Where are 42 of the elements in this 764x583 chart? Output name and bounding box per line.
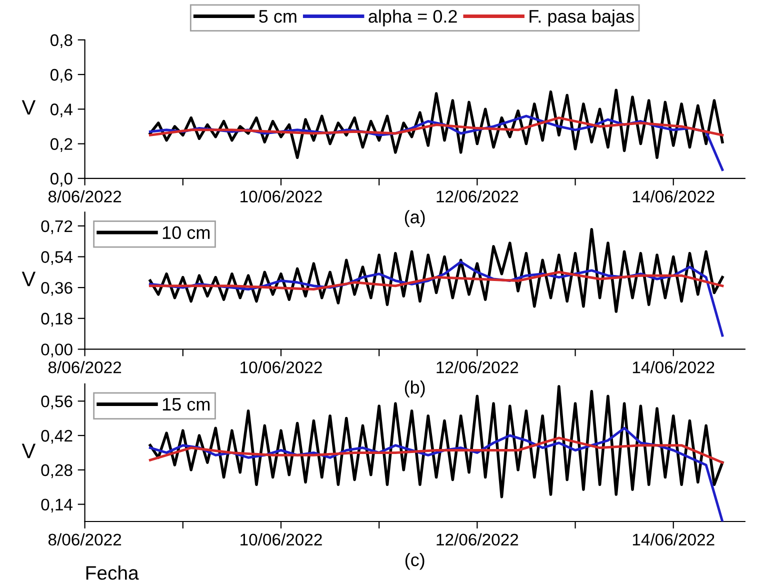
y-tick-label: 0,56 [41,396,72,410]
y-tick-label: 0,72 [41,220,72,234]
annotation: (b) [404,380,425,398]
legend-label: 15 cm [162,398,210,411]
legend-label: F. pasa bajas [530,10,634,26]
y-tick-label: 0,0 [50,172,72,187]
legend-label: alpha = 0.2 [368,10,457,26]
y-tick-label: 0,42 [41,430,72,444]
line-series [148,270,724,291]
legend-label: 5 cm [259,10,296,23]
line-series [148,228,724,313]
x-tick-label: 14/06/2022 [632,361,714,374]
x-tick-label: 12/06/2022 [436,361,518,374]
text: (c) [405,552,424,570]
y-tick-label: 0,14 [41,498,73,512]
y-tick-label: 0,00 [41,344,72,358]
x-tick-label: 8/06/2022 [48,533,122,546]
y-tick-label: 0,4 [50,104,73,118]
y-tick-label: 0,36 [41,282,72,296]
annotation: (a) [404,210,425,227]
y-axis-title: V [22,272,36,286]
x-tick-label: 14/06/2022 [632,190,714,202]
x-tick-label: 10/06/2022 [240,361,322,374]
y-axis-title: V [22,100,36,115]
x-tick-label: 12/06/2022 [436,190,518,202]
line-series [148,116,724,136]
x-tick-label: 14/06/2022 [632,533,714,546]
y-tick-label: 0,6 [50,68,72,83]
legend-label: 10 cm [162,226,210,240]
y-tick-label: 0,2 [50,138,72,152]
x-tick-label: 10/06/2022 [240,190,322,202]
y-tick-label: 0,18 [41,312,72,327]
line-series [148,436,724,464]
y-tick-label: 0,54 [41,251,73,265]
y-tick-label: 0,8 [50,34,72,48]
x-tick-label: 12/06/2022 [436,533,518,546]
x-tick-label: 8/06/2022 [48,361,122,374]
y-axis-title: V [22,444,36,458]
y-tick-label: 0,28 [41,464,72,478]
x-axis-title: Fecha [86,566,139,580]
x-tick-label: 10/06/2022 [240,533,322,546]
x-tick-label: 8/06/2022 [48,190,122,202]
